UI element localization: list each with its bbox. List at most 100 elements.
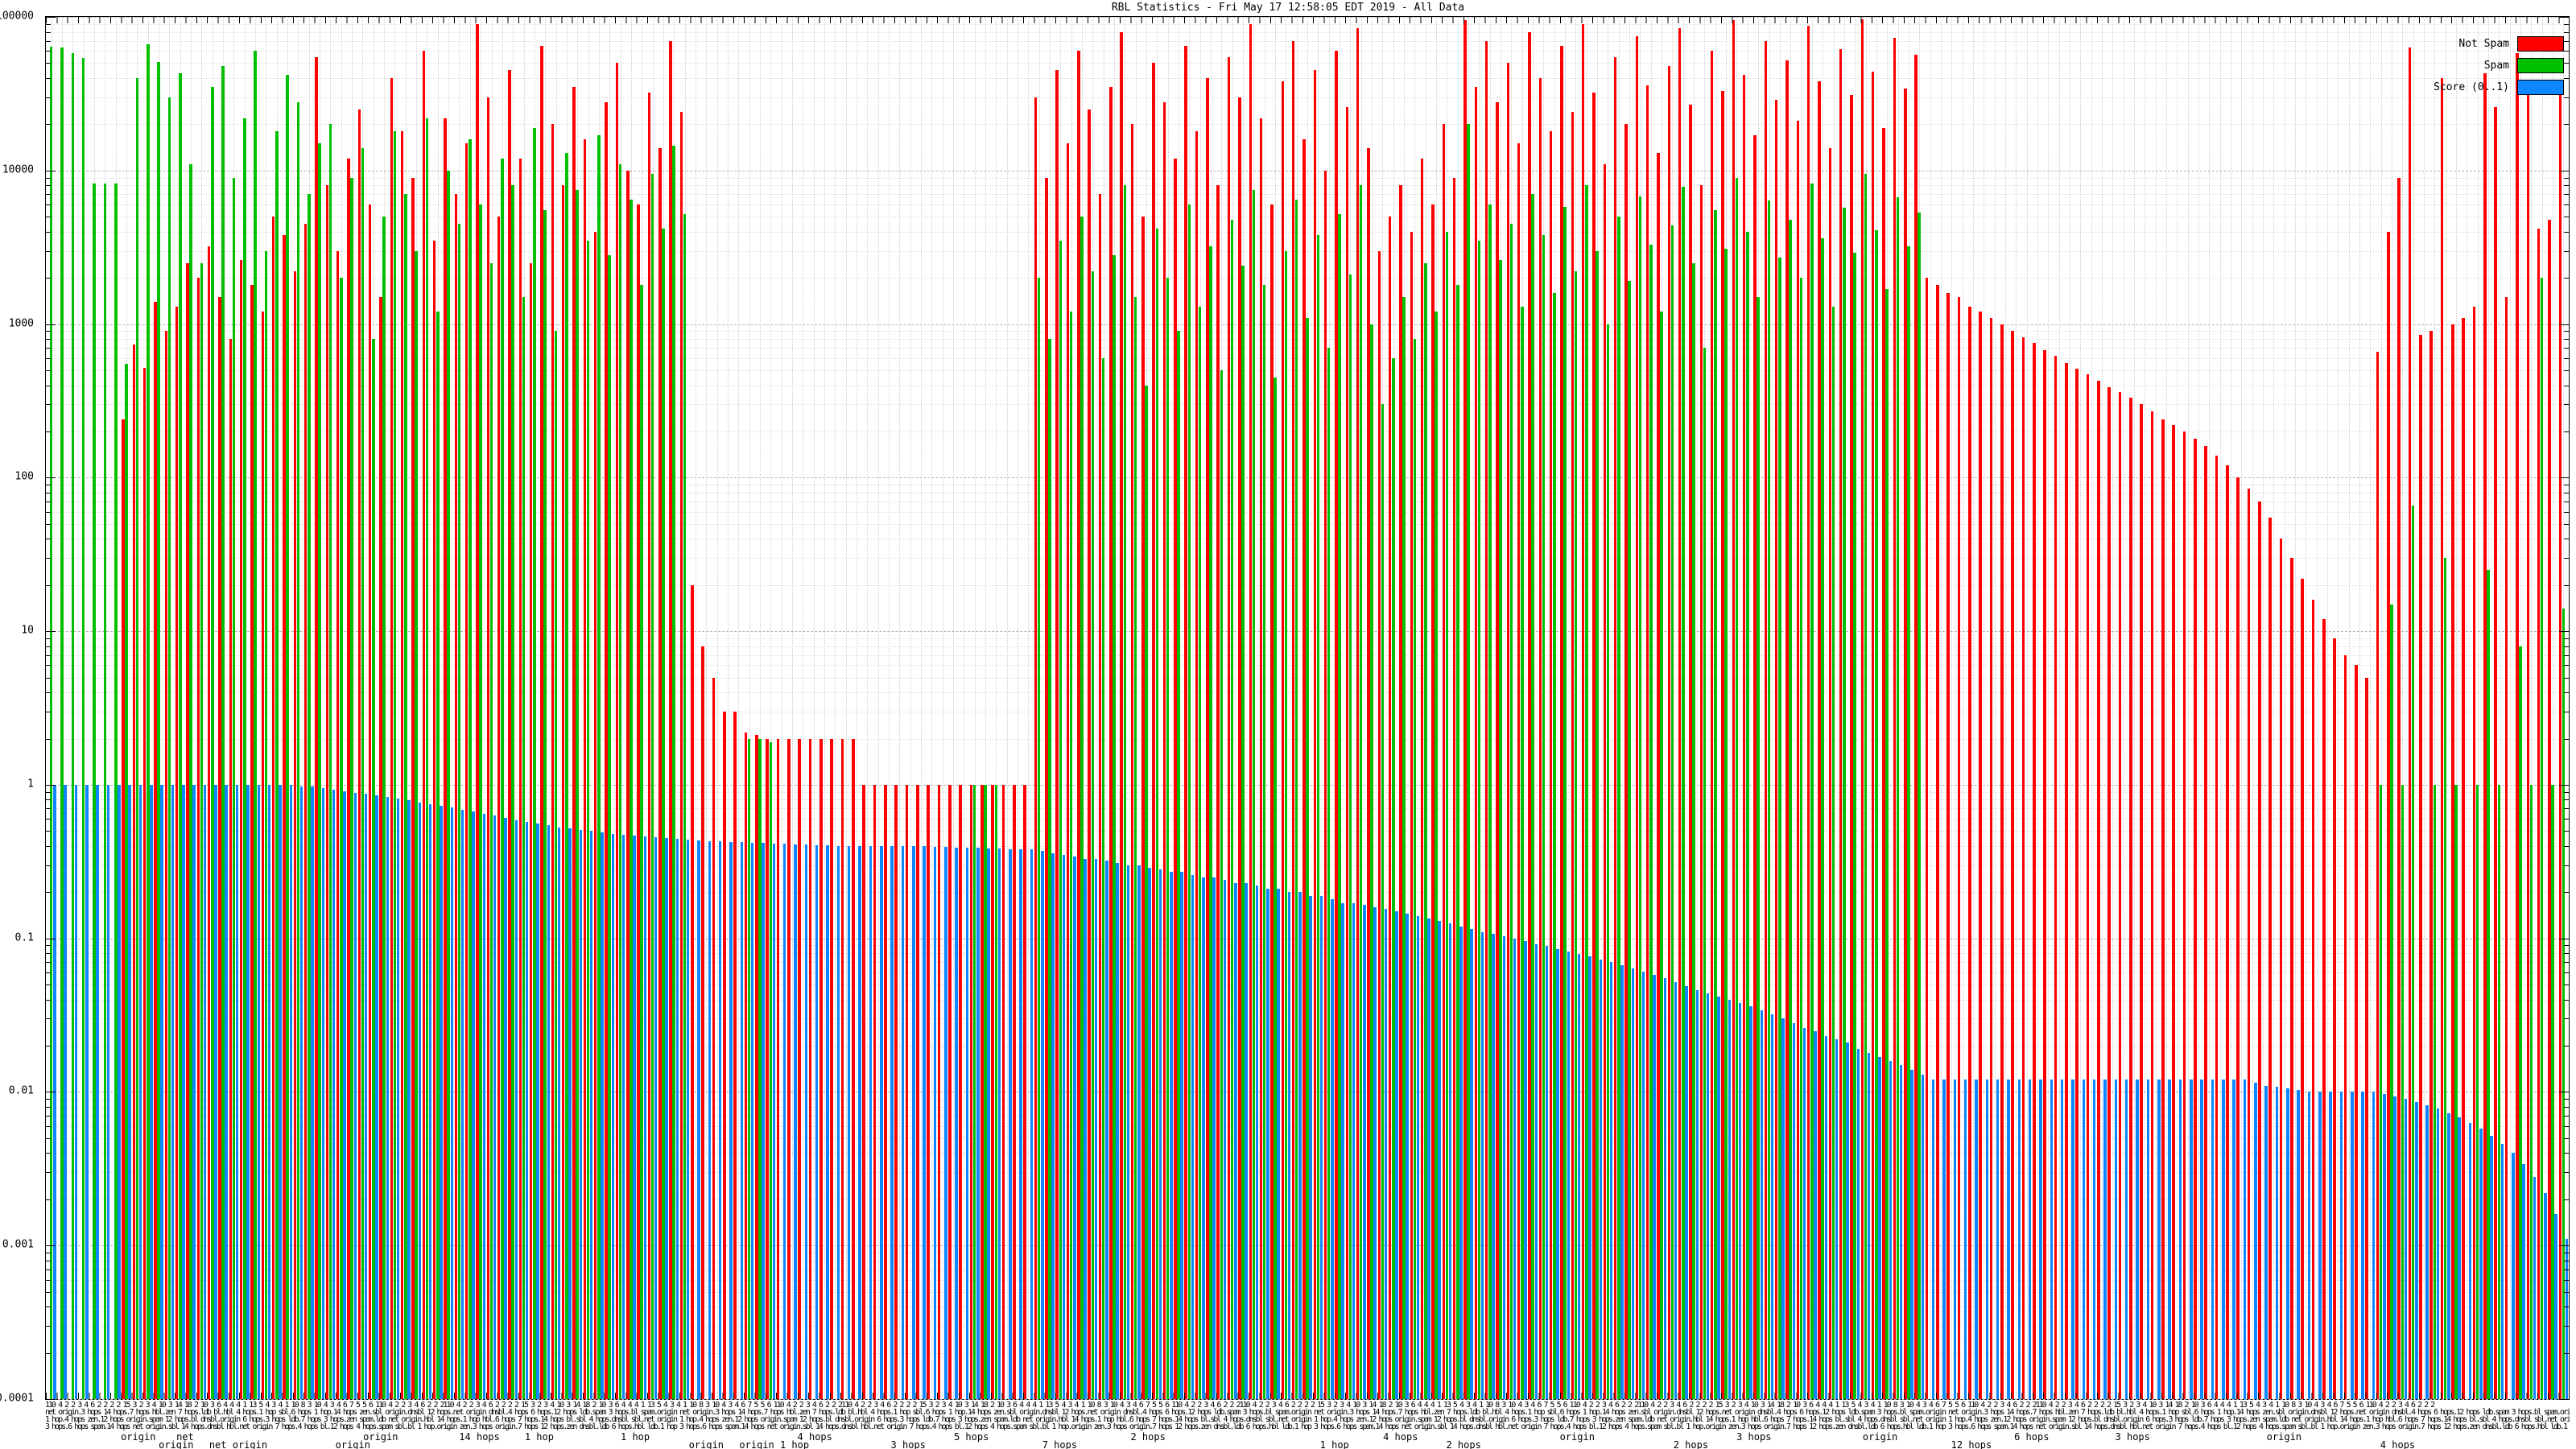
- bar-score: [504, 817, 507, 1399]
- bar-score: [343, 791, 346, 1399]
- gridline-category: [877, 17, 879, 1399]
- bar-score: [525, 821, 529, 1399]
- bar-spam: [1885, 288, 1889, 1399]
- bar-spam: [650, 174, 654, 1399]
- bar-spam: [1220, 370, 1224, 1399]
- y-tick-minor: [2564, 584, 2569, 586]
- y-tick-minor: [2564, 808, 2569, 810]
- bottom-category-ticks: [46, 1393, 2569, 1399]
- bar-score: [2447, 1113, 2450, 1399]
- bar-score: [2103, 1080, 2107, 1399]
- gridline-category: [1940, 17, 1942, 1399]
- bar-spam: [1306, 317, 1309, 1399]
- y-tick-minor: [46, 999, 51, 1001]
- bar-not-spam: [218, 297, 221, 1399]
- bar-spam: [308, 194, 311, 1399]
- y-tick-minor: [2564, 1018, 2569, 1020]
- bar-score: [1277, 889, 1280, 1399]
- bar-not-spam: [593, 231, 597, 1399]
- bar-not-spam: [991, 784, 994, 1399]
- y-tick-minor: [46, 331, 51, 332]
- bar-score: [1502, 936, 1506, 1399]
- y-tick-minor: [46, 523, 51, 525]
- bar-spam: [1746, 231, 1749, 1399]
- y-tick-minor: [46, 638, 51, 639]
- bar-score: [858, 845, 861, 1399]
- y-tick-label: 100: [14, 470, 34, 483]
- bar-score: [762, 843, 765, 1399]
- gridline-category: [1028, 17, 1030, 1399]
- bar-not-spam: [1302, 138, 1306, 1399]
- bar-score: [2490, 1135, 2493, 1399]
- bar-spam: [489, 262, 493, 1399]
- bar-not-spam: [508, 70, 511, 1399]
- x-tick-label: 2 hops: [1446, 1439, 1481, 1449]
- bar-not-spam: [164, 331, 168, 1399]
- bar-spam: [1574, 271, 1578, 1399]
- bar-not-spam: [2440, 77, 2444, 1399]
- bar-not-spam: [1581, 23, 1585, 1399]
- bar-score: [1309, 895, 1312, 1399]
- x-tick-label: 2 hops: [1130, 1431, 1166, 1443]
- bar-not-spam: [1013, 784, 1016, 1399]
- y-tick-minor: [46, 1106, 51, 1108]
- bar-score: [1814, 1030, 1817, 1399]
- bar-spam: [565, 153, 568, 1399]
- bar-not-spam: [1442, 124, 1446, 1399]
- bar-spam: [1628, 281, 1631, 1399]
- bar-not-spam: [1098, 194, 1102, 1399]
- bar-spam: [1724, 248, 1728, 1399]
- bar-spam: [994, 784, 998, 1399]
- bar-not-spam: [1689, 104, 1692, 1399]
- bar-not-spam: [1936, 284, 1939, 1399]
- bar-not-spam: [873, 784, 877, 1399]
- y-tick-minor: [2564, 953, 2569, 955]
- gridline-category: [2048, 17, 2050, 1399]
- bar-not-spam: [1356, 27, 1360, 1399]
- bar-not-spam: [347, 158, 350, 1399]
- gridline-category: [2477, 17, 2479, 1399]
- bar-score: [869, 845, 873, 1399]
- bar-score: [1319, 895, 1323, 1399]
- bar-score: [1802, 1028, 1806, 1399]
- bar-not-spam: [1506, 63, 1510, 1399]
- bar-not-spam: [1603, 163, 1607, 1399]
- bar-not-spam: [1732, 20, 1736, 1399]
- bar-spam: [2475, 784, 2479, 1399]
- bar-score: [665, 838, 668, 1399]
- bar-score: [96, 784, 99, 1399]
- bar-not-spam: [561, 185, 565, 1399]
- gridline-category: [867, 17, 869, 1399]
- bar-not-spam: [540, 45, 543, 1399]
- bar-spam: [533, 127, 536, 1399]
- bar-score: [589, 831, 593, 1399]
- bar-score: [1245, 882, 1248, 1399]
- bar-score: [1770, 1014, 1774, 1399]
- bar-score: [2060, 1080, 2064, 1399]
- y-tick-minor: [2564, 278, 2569, 279]
- bar-spam: [318, 143, 321, 1399]
- plot-area: Not Spam Spam Score (0..1): [45, 16, 2570, 1400]
- bar-score: [2050, 1080, 2054, 1399]
- y-tick-minor: [46, 250, 51, 252]
- y-tick-minor: [46, 431, 51, 432]
- bar-score: [1781, 1018, 1785, 1399]
- bar-score: [1545, 946, 1549, 1399]
- bar-score: [1878, 1056, 1881, 1399]
- bar-not-spam: [2172, 425, 2175, 1399]
- bar-score: [460, 809, 464, 1399]
- gridline-category: [2112, 17, 2114, 1399]
- bar-score: [214, 784, 217, 1399]
- bar-not-spam: [271, 217, 275, 1399]
- bar-not-spam: [2086, 374, 2090, 1399]
- bar-not-spam: [283, 234, 286, 1399]
- bar-score: [729, 841, 733, 1399]
- bar-score: [171, 784, 175, 1399]
- y-tick-minor: [2564, 51, 2569, 52]
- gridline-category: [2370, 17, 2372, 1399]
- bar-spam: [457, 223, 461, 1399]
- bar-score: [955, 847, 958, 1399]
- y-tick-minor: [46, 1269, 51, 1270]
- bar-spam: [1262, 284, 1266, 1399]
- y-tick-minor: [2564, 177, 2569, 179]
